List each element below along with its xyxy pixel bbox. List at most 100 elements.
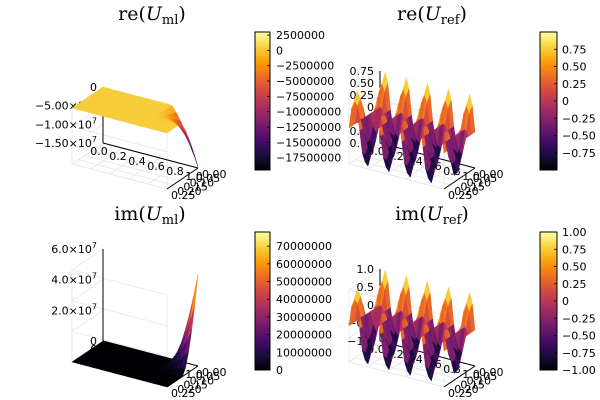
colorbar: 0.75 0.50 0.25 0 −0.25 −0.50 −0.75 bbox=[539, 31, 596, 171]
y-tick-label: 0.10 bbox=[467, 374, 492, 387]
z-tick-label: 0 bbox=[367, 101, 374, 114]
title-sub: ref bbox=[443, 213, 463, 228]
colorbar-frame bbox=[254, 231, 271, 371]
grid-line bbox=[109, 152, 142, 175]
colorbar-tick-label: 0 bbox=[562, 295, 569, 308]
y-tick-label: 0.05 bbox=[473, 172, 498, 185]
colorbar: 70000000 60000000 50000000 40000000 30000000… bbox=[254, 231, 332, 377]
grid-line bbox=[128, 157, 161, 180]
panel-title: re(Uml) bbox=[118, 3, 186, 28]
colorbar-tick-label: −2500000 bbox=[276, 60, 334, 73]
z-tick-label: −1.00×107 bbox=[35, 116, 97, 131]
colorbar-tick-label: 0 bbox=[562, 95, 569, 108]
title-sub: ml bbox=[162, 13, 179, 28]
colorbar-frame bbox=[254, 31, 271, 171]
y-tick-label: 0.10 bbox=[467, 176, 492, 189]
z-tick-label: 0 bbox=[367, 299, 374, 312]
grid-line bbox=[78, 159, 174, 186]
colorbar-tick-label: 0.75 bbox=[562, 43, 587, 56]
panel-title: im(Uref) bbox=[395, 203, 469, 228]
y-tick-label: 0.15 bbox=[183, 181, 208, 194]
y-tick-label: 0.25 bbox=[171, 387, 196, 400]
y-tick-label: 0.20 bbox=[177, 185, 202, 198]
grid-line bbox=[355, 159, 451, 186]
title-fn: im bbox=[114, 203, 138, 225]
colorbar-gradient bbox=[255, 32, 270, 170]
y-tick-label: 0.25 bbox=[448, 387, 473, 400]
colorbar-tick-label: −15000000 bbox=[276, 136, 341, 149]
surface bbox=[71, 86, 199, 167]
z-tick-label: 2.0×107 bbox=[51, 302, 97, 317]
z-tick-label: 4.0×107 bbox=[51, 272, 97, 287]
colorbar-gradient bbox=[540, 232, 557, 370]
colorbar-tick-label: −1.00 bbox=[562, 364, 596, 377]
colorbar-tick-label: 60000000 bbox=[276, 258, 332, 271]
colorbar-tick-label: 20000000 bbox=[276, 329, 332, 342]
z-tick-label: 0.5 bbox=[357, 281, 375, 294]
panel-im-ref: im(Uref) 0.00.20.40.60.81.00.000.050.100… bbox=[347, 203, 595, 400]
y-tick-label: 0.10 bbox=[190, 176, 215, 189]
y-tick-label: 0.20 bbox=[177, 383, 202, 396]
panel-title: im(Uml) bbox=[114, 203, 185, 228]
colorbar-tick-label: 2500000 bbox=[276, 29, 325, 42]
x-tick-label: 1.0 bbox=[462, 368, 480, 381]
surface-patch bbox=[469, 303, 476, 333]
z-tick-label: −1.50×107 bbox=[35, 135, 97, 150]
colorbar-tick-label: 10000000 bbox=[276, 346, 332, 359]
colorbar-gradient bbox=[255, 232, 270, 370]
x-tick-label: 0.6 bbox=[147, 160, 165, 173]
panel-im-ml: im(Uml) 0.00.20.40.60.81.00.000.050.100.… bbox=[51, 203, 332, 400]
surface-patch bbox=[190, 273, 199, 319]
z-tick-label: 1.0 bbox=[357, 263, 375, 276]
y-tick-label: 0.20 bbox=[454, 185, 479, 198]
colorbar-tick-label: −0.50 bbox=[562, 130, 596, 143]
y-tick-label: 0.05 bbox=[196, 370, 221, 383]
colorbar: 2500000 0 −2500000 −5000000 −7500000 −1000000… bbox=[254, 29, 341, 171]
z-tick-label: 0 bbox=[90, 81, 97, 94]
surface bbox=[348, 269, 476, 382]
colorbar-tick-label: 1.00 bbox=[562, 226, 587, 239]
y-tick-label: 0.05 bbox=[196, 172, 221, 185]
z-tick-label: 0.75 bbox=[350, 65, 375, 78]
colorbar-tick-label: −7500000 bbox=[276, 90, 334, 103]
y-tick-label: 0.15 bbox=[460, 181, 485, 194]
title-fn: im bbox=[395, 203, 419, 225]
grid-line bbox=[96, 146, 192, 173]
title-fn: re bbox=[397, 3, 417, 25]
x-tick-label: 1.0 bbox=[185, 170, 203, 183]
y-tick-label: 0.00 bbox=[479, 168, 504, 181]
z-tick-label: 6.0×107 bbox=[51, 241, 97, 256]
panel-re-ml: re(Uml) 0.0 0.2 0.4 0.6 0.8 1.0 0.000.050.100.… bbox=[35, 3, 341, 202]
x-tick-label: 0.8 bbox=[166, 165, 184, 178]
x-tick-label: 0.4 bbox=[128, 155, 146, 168]
title-sub: ml bbox=[162, 213, 179, 228]
surface bbox=[348, 71, 476, 184]
surface bbox=[71, 273, 199, 388]
grid-line bbox=[147, 162, 180, 185]
colorbar-tick-label: 0.25 bbox=[562, 78, 587, 91]
y-tick-label: 0.15 bbox=[460, 379, 485, 392]
colorbar-tick-label: 0 bbox=[276, 364, 283, 377]
panel-re-ref: re(Uref) 0.00.20.40.60.81.00.000.050.100… bbox=[348, 3, 596, 202]
surface-patch bbox=[190, 146, 199, 167]
x-tick-label: 0.0 bbox=[90, 145, 108, 158]
x-tick-label: 1.0 bbox=[462, 170, 480, 183]
colorbar-tick-label: −0.25 bbox=[562, 312, 596, 325]
colorbar-tick-label: 0.75 bbox=[562, 243, 587, 256]
x-tick-label: 1.0 bbox=[185, 368, 203, 381]
colorbar-tick-label: −5000000 bbox=[276, 75, 334, 88]
y-tick-label: 0.05 bbox=[473, 370, 498, 383]
y-tick-label: 0.25 bbox=[448, 189, 473, 202]
y-tick-label: 0.00 bbox=[202, 168, 227, 181]
y-tick-label: 0.15 bbox=[183, 379, 208, 392]
colorbar-tick-label: 0.50 bbox=[562, 61, 587, 74]
colorbar-tick-label: −12500000 bbox=[276, 121, 341, 134]
colorbar: 1.00 0.75 0.50 0.25 0 −0.25 −0.50 −0.75 −1.00 bbox=[539, 226, 596, 377]
colorbar-tick-label: −0.50 bbox=[562, 330, 596, 343]
colorbar-tick-label: 40000000 bbox=[276, 293, 332, 306]
colorbar-tick-label: −10000000 bbox=[276, 106, 341, 119]
title-fn: re bbox=[118, 3, 138, 25]
z-tick-label: 0.50 bbox=[350, 77, 375, 90]
colorbar-tick-label: 70000000 bbox=[276, 240, 332, 253]
